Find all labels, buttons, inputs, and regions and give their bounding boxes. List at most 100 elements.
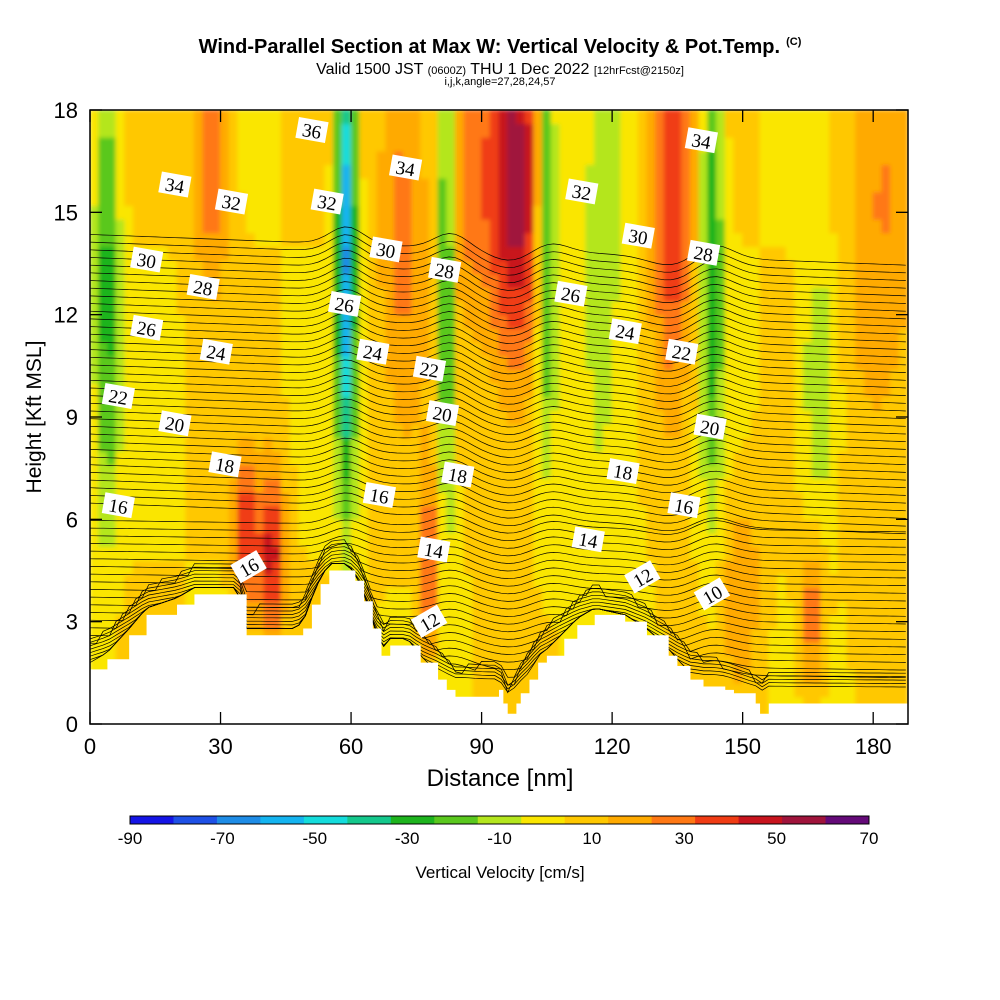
velocity-cell bbox=[316, 232, 326, 247]
svg-text:26: 26 bbox=[559, 284, 581, 308]
velocity-cell bbox=[420, 314, 430, 329]
velocity-cell bbox=[786, 191, 796, 206]
velocity-cell bbox=[124, 478, 134, 493]
velocity-cell bbox=[881, 396, 891, 411]
velocity-cell bbox=[768, 505, 778, 520]
velocity-cell bbox=[638, 164, 648, 179]
velocity-cell bbox=[481, 601, 491, 616]
velocity-cell bbox=[525, 396, 535, 411]
velocity-cell bbox=[794, 314, 804, 329]
velocity-cell bbox=[281, 301, 291, 316]
velocity-cell bbox=[159, 451, 169, 466]
velocity-cell bbox=[847, 178, 857, 193]
velocity-cell bbox=[116, 587, 126, 602]
velocity-cell bbox=[490, 150, 500, 165]
velocity-cell bbox=[220, 546, 230, 561]
velocity-cell bbox=[107, 273, 117, 288]
velocity-cell bbox=[246, 437, 256, 452]
velocity-cell bbox=[768, 328, 778, 343]
velocity-cell bbox=[116, 423, 126, 438]
velocity-cell bbox=[786, 642, 796, 657]
velocity-cell bbox=[185, 205, 195, 220]
velocity-cell bbox=[472, 301, 482, 316]
velocity-cell bbox=[855, 219, 865, 234]
velocity-cell bbox=[185, 505, 195, 520]
velocity-cell bbox=[716, 219, 726, 234]
velocity-cell bbox=[237, 301, 247, 316]
velocity-cell bbox=[542, 287, 552, 302]
velocity-cell bbox=[377, 219, 387, 234]
velocity-cell bbox=[264, 519, 274, 534]
velocity-cell bbox=[324, 164, 334, 179]
velocity-cell bbox=[194, 314, 204, 329]
velocity-cell bbox=[655, 246, 665, 261]
velocity-cell bbox=[812, 205, 822, 220]
velocity-cell bbox=[255, 137, 265, 152]
velocity-cell bbox=[429, 505, 439, 520]
velocity-cell bbox=[516, 178, 526, 193]
velocity-cell bbox=[133, 355, 143, 370]
velocity-cell bbox=[551, 191, 561, 206]
velocity-cell bbox=[211, 573, 221, 588]
velocity-cell bbox=[107, 150, 117, 165]
velocity-cell bbox=[855, 178, 865, 193]
velocity-cell bbox=[551, 478, 561, 493]
velocity-cell bbox=[272, 492, 282, 507]
velocity-cell bbox=[899, 150, 909, 165]
velocity-cell bbox=[133, 232, 143, 247]
velocity-cell bbox=[281, 328, 291, 343]
velocity-cell bbox=[864, 355, 874, 370]
velocity-cell bbox=[690, 178, 700, 193]
velocity-cell bbox=[255, 178, 265, 193]
velocity-cell bbox=[446, 355, 456, 370]
velocity-cell bbox=[142, 410, 152, 425]
velocity-cell bbox=[177, 123, 187, 138]
velocity-cell bbox=[499, 150, 509, 165]
velocity-cell bbox=[290, 573, 300, 588]
velocity-cell bbox=[481, 478, 491, 493]
velocity-cell bbox=[368, 546, 378, 561]
velocity-cell bbox=[594, 164, 604, 179]
velocity-cell bbox=[855, 683, 865, 698]
velocity-cell bbox=[185, 519, 195, 534]
velocity-cell bbox=[446, 601, 456, 616]
velocity-cell bbox=[716, 191, 726, 206]
velocity-cell bbox=[516, 260, 526, 275]
velocity-cell bbox=[255, 164, 265, 179]
velocity-cell bbox=[655, 341, 665, 356]
velocity-cell bbox=[594, 341, 604, 356]
x-tick-label: 60 bbox=[339, 734, 363, 759]
velocity-cell bbox=[490, 205, 500, 220]
x-tick-label: 90 bbox=[469, 734, 493, 759]
velocity-cell bbox=[742, 287, 752, 302]
velocity-cell bbox=[760, 150, 770, 165]
velocity-cell bbox=[751, 628, 761, 643]
velocity-cell bbox=[107, 301, 117, 316]
velocity-cell bbox=[525, 191, 535, 206]
velocity-cell bbox=[829, 505, 839, 520]
velocity-cell bbox=[551, 519, 561, 534]
velocity-cell bbox=[411, 301, 421, 316]
velocity-cell bbox=[455, 314, 465, 329]
velocity-cell bbox=[516, 341, 526, 356]
velocity-cell bbox=[150, 382, 160, 397]
velocity-cell bbox=[220, 573, 230, 588]
velocity-cell bbox=[681, 164, 691, 179]
velocity-cell bbox=[446, 587, 456, 602]
velocity-cell bbox=[786, 505, 796, 520]
velocity-cell bbox=[568, 164, 578, 179]
velocity-cell bbox=[237, 314, 247, 329]
velocity-cell bbox=[394, 355, 404, 370]
velocity-cell bbox=[420, 150, 430, 165]
velocity-cell bbox=[420, 232, 430, 247]
velocity-cell bbox=[864, 123, 874, 138]
velocity-cell bbox=[168, 123, 178, 138]
velocity-cell bbox=[229, 287, 239, 302]
velocity-cell bbox=[298, 560, 308, 575]
velocity-cell bbox=[211, 546, 221, 561]
velocity-cell bbox=[490, 219, 500, 234]
velocity-cell bbox=[768, 287, 778, 302]
velocity-cell bbox=[803, 150, 813, 165]
y-axis-title: Height [Kft MSL] bbox=[23, 337, 47, 497]
velocity-cell bbox=[255, 150, 265, 165]
